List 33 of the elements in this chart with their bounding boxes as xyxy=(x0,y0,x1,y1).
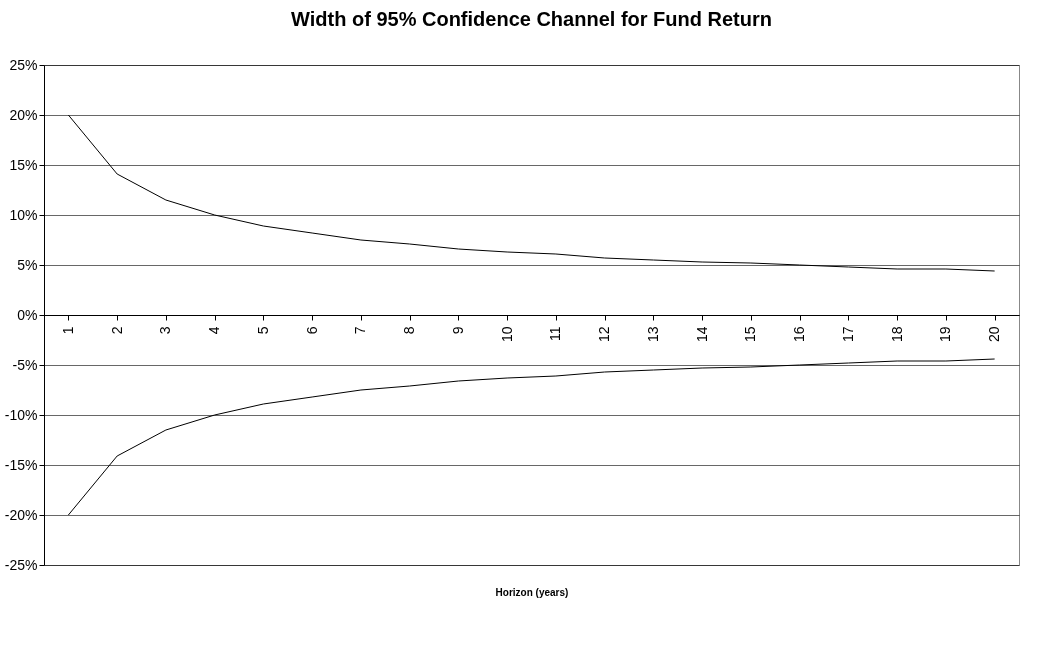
x-tick-label: 8 xyxy=(401,326,418,335)
x-tick-label: 19 xyxy=(937,326,954,343)
x-tick-label: 13 xyxy=(644,326,661,343)
x-tick-label: 1 xyxy=(59,326,76,335)
x-tick-label: 16 xyxy=(791,326,808,343)
x-tick-label: 5 xyxy=(254,326,271,335)
y-tick-label: -15% xyxy=(4,456,38,473)
x-tick-label: 14 xyxy=(693,326,710,343)
x-tick-label: 17 xyxy=(839,326,856,343)
x-tick-label: 12 xyxy=(596,326,613,343)
x-tick-label: 4 xyxy=(206,326,223,335)
y-tick-label: -25% xyxy=(4,556,38,573)
y-tick-label: 10% xyxy=(9,206,38,223)
y-tick-label: 15% xyxy=(9,156,38,173)
y-tick-label: 20% xyxy=(9,106,38,123)
x-tick-label: 7 xyxy=(352,326,369,335)
y-tick-label: -20% xyxy=(4,506,38,523)
y-tick-label: 0% xyxy=(17,306,38,323)
x-tick-label: 11 xyxy=(547,326,564,342)
x-tick-label: 18 xyxy=(888,326,905,343)
x-tick-label: 2 xyxy=(108,326,125,335)
y-tick-label: 5% xyxy=(17,256,38,273)
chart-title: Width of 95% Confidence Channel for Fund Return xyxy=(291,8,772,30)
x-tick-label: 20 xyxy=(986,326,1003,343)
x-tick-label: 6 xyxy=(303,326,320,335)
y-tick-label: 25% xyxy=(9,56,38,73)
y-tick-label: -10% xyxy=(4,406,38,423)
x-tick-label: 10 xyxy=(498,326,515,343)
x-tick-label: 15 xyxy=(742,326,759,343)
y-tick-label: -5% xyxy=(12,356,38,373)
x-tick-label: 3 xyxy=(157,326,174,335)
x-tick-label: 9 xyxy=(449,326,466,335)
x-axis-title: Horizon (years) xyxy=(495,586,569,598)
